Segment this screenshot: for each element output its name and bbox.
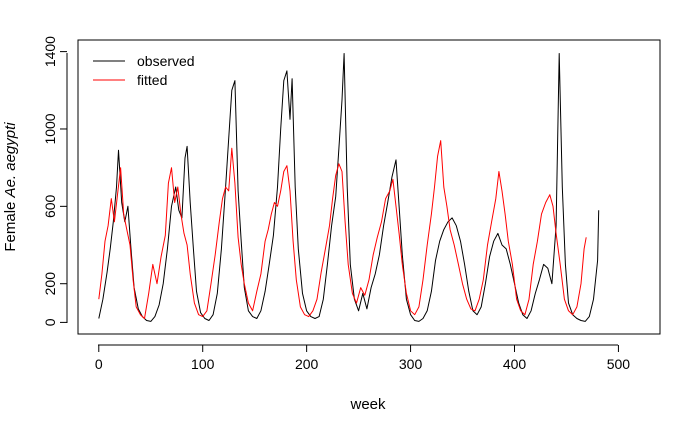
y-tick-label: 0 [42,318,58,326]
x-tick-label: 500 [607,356,631,372]
x-tick-label: 100 [191,356,215,372]
x-tick-label: 400 [503,356,527,372]
legend-label-fitted: fitted [137,72,167,88]
legend: observed fitted [93,53,195,88]
y-axis-title-plain: Female [2,197,19,251]
y-tick-label: 1400 [42,36,58,67]
y-tick-label: 1000 [42,113,58,144]
y-tick-label: 600 [42,194,58,218]
x-tick-label: 0 [95,356,103,372]
y-axis-title: Female Ae. aegypti [2,122,19,252]
x-axis: 0 100 200 300 400 500 [95,344,631,372]
legend-label-observed: observed [137,53,195,69]
x-axis-title: week [349,396,386,413]
plot-frame [77,39,661,335]
series-line-fitted [98,140,587,319]
plot-lines [98,53,600,322]
x-tick-label: 300 [399,356,423,372]
y-tick-label: 200 [42,272,58,296]
x-tick-label: 200 [295,356,319,372]
y-axis-title-italic: Ae. aegypti [2,122,19,199]
y-axis: 0 200 600 1000 1400 [42,36,68,326]
